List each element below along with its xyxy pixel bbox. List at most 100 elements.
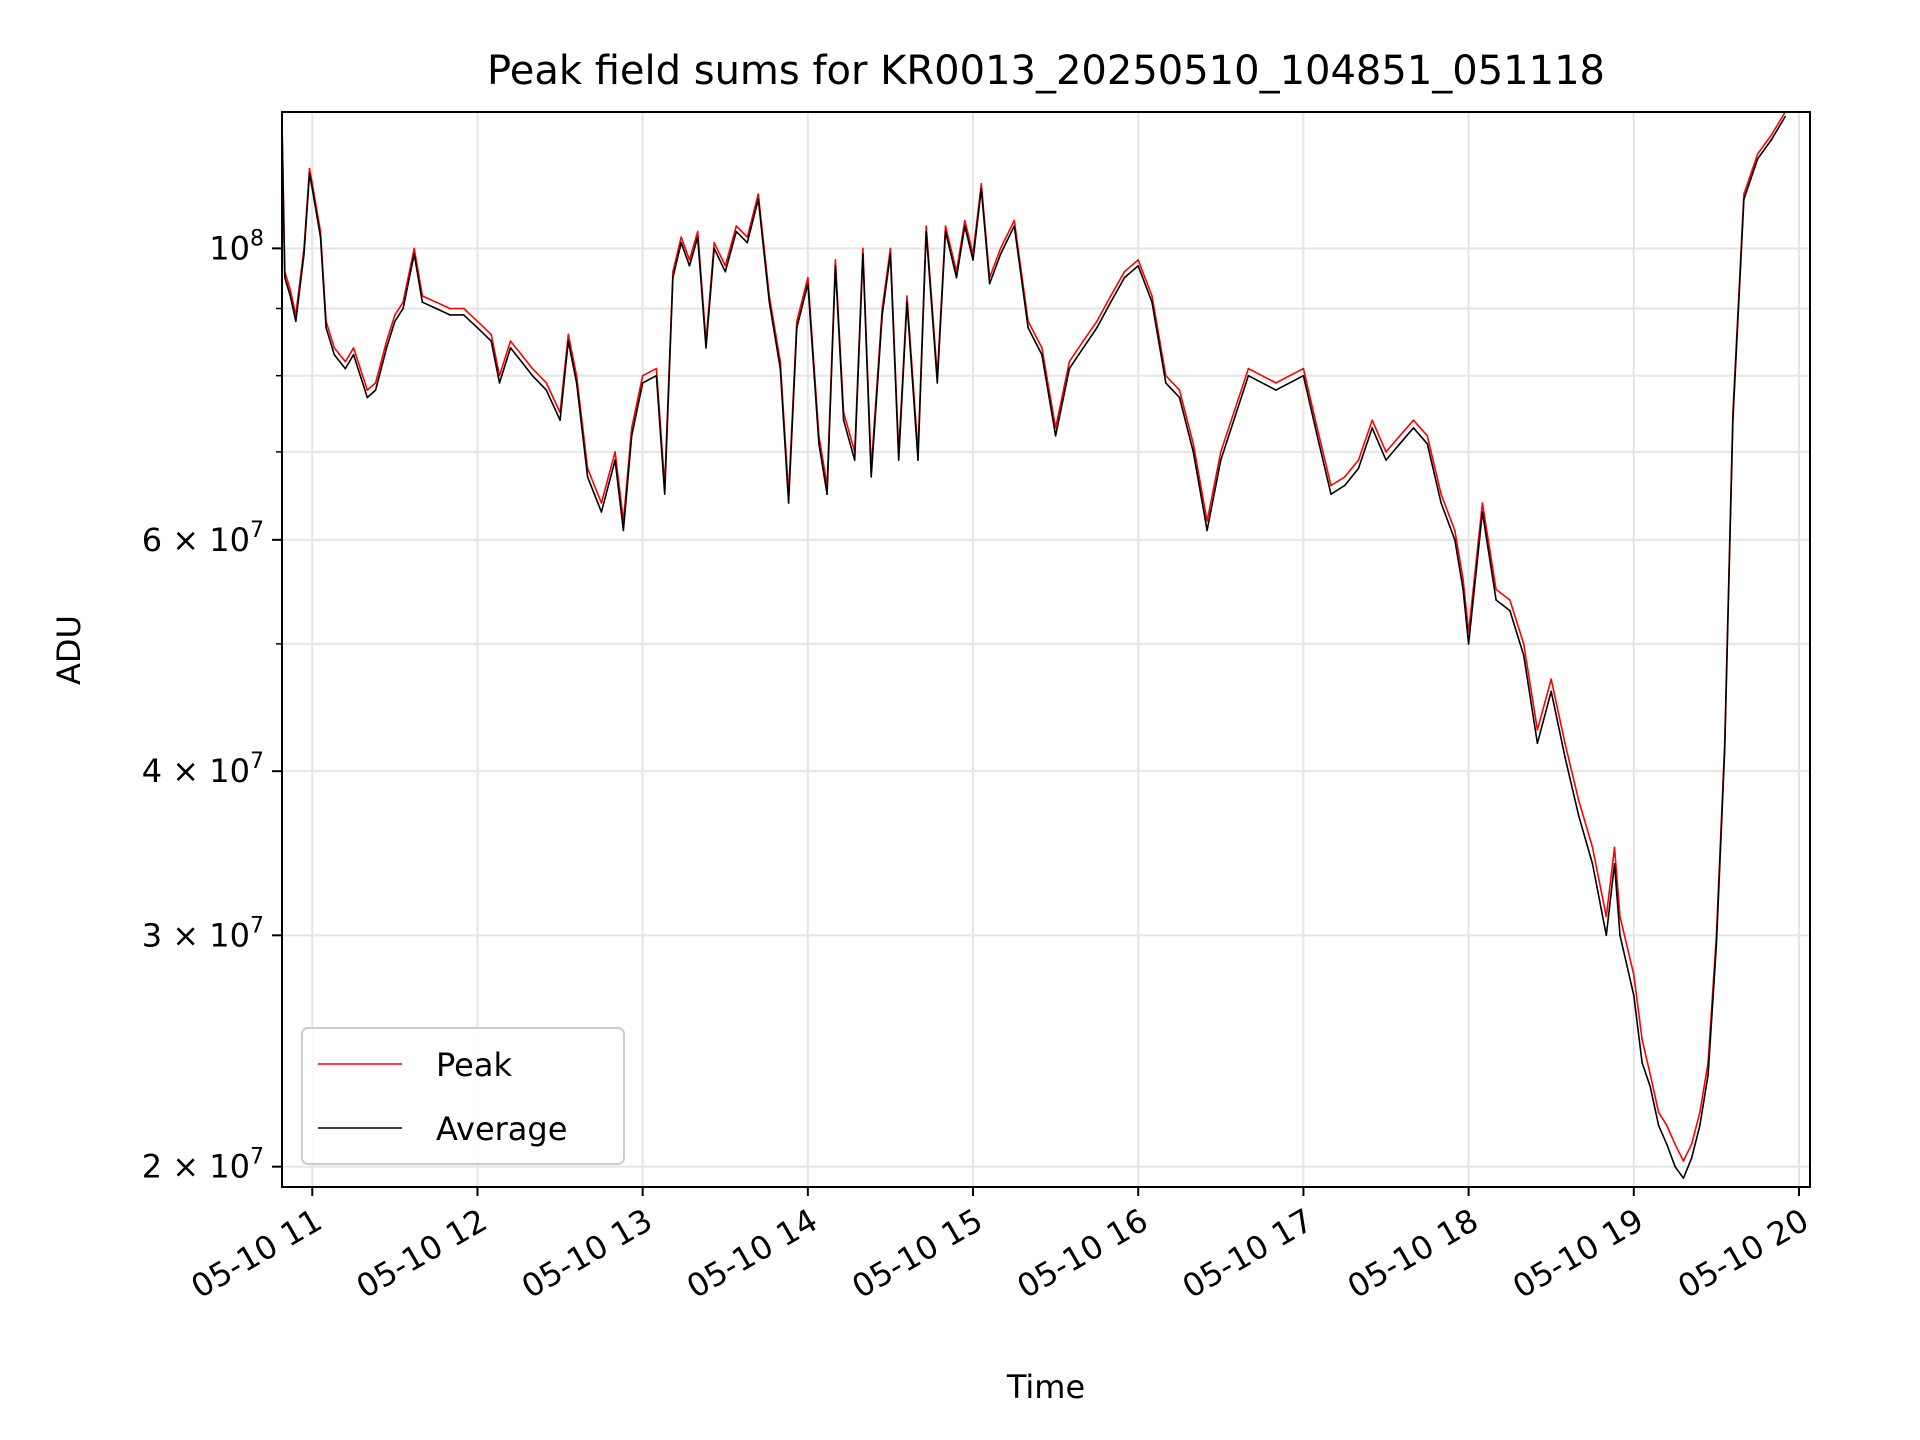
data-point-average [889,253,892,255]
data-point-average [1467,643,1470,645]
data-point-average [897,459,900,461]
data-point-average [1178,396,1181,399]
data-point-average [1784,115,1786,118]
chart-title: Peak field sums for KR0013_20250510_1048… [487,48,1605,94]
data-point-average [1454,539,1456,541]
y-tick-label-exponent: 7 [250,913,264,938]
legend-label-peak: Peak [436,1046,512,1084]
y-tick-label: 2 × 107 [142,1145,264,1186]
data-point-peak [906,295,908,297]
data-point-peak [1674,1143,1676,1146]
data-point-average [1123,276,1126,279]
data-point-average [575,382,578,384]
data-point-average [917,459,919,461]
data-point-average [807,282,809,285]
data-point-peak [1178,389,1181,391]
data-point-average [1041,353,1043,356]
data-point-average [1550,690,1552,693]
data-point-average [1723,749,1726,751]
legend-label-average: Average [436,1110,567,1148]
data-point-peak [1440,493,1442,496]
data-point-average [1649,1086,1652,1088]
data-point-peak [1206,520,1208,522]
data-point-average [1690,1157,1693,1159]
data-point-peak [567,333,570,336]
data-point-peak [1633,973,1635,976]
data-point-peak [1357,459,1360,461]
data-point-peak [964,219,966,222]
data-point-average [567,340,570,342]
data-point-average [1027,327,1029,329]
y-tick-label-base: 4 × 10 [142,752,250,790]
data-point-average [1682,1177,1685,1179]
y-tick-label-base: 2 × 10 [142,1148,250,1186]
legend: Peak Average [301,1027,625,1165]
data-point-average [955,276,958,279]
data-point-average [1481,511,1484,513]
data-point-average [768,301,771,304]
data-point-peak [476,320,479,323]
data-point-peak [1343,476,1346,478]
data-point-average [325,327,327,329]
data-point-average [1330,493,1332,496]
data-point-peak [374,382,377,384]
data-point-peak [1192,443,1195,445]
data-point-peak [352,347,355,349]
data-point-peak [520,353,523,356]
data-point-peak [462,307,465,310]
data-point-average [724,270,727,273]
data-point-average [964,225,966,227]
data-point-peak [630,427,633,429]
data-point-peak [614,451,616,453]
y-tick-label: 108 [209,226,264,267]
data-point-peak [545,382,548,384]
data-point-average [1613,863,1616,865]
data-point-average [870,476,872,478]
data-point-average [688,265,691,267]
data-point-average [1707,1073,1709,1076]
data-point-average [826,493,828,496]
data-point-average [680,241,682,244]
data-point-peak [1682,1160,1685,1162]
data-point-average [1247,374,1250,377]
y-tick-label-exponent: 7 [250,749,264,774]
data-point-average [559,419,561,422]
data-point-peak [655,367,658,370]
data-point-average [295,320,297,323]
data-point-peak [449,307,451,310]
data-point-peak [531,367,534,370]
data-point-average [1096,327,1098,329]
data-point-peak [1495,588,1497,591]
data-point-average [1371,427,1373,429]
data-point-average [1220,459,1222,461]
data-point-average [352,353,355,356]
data-point-average [413,253,416,255]
data-point-peak [1550,678,1552,680]
data-point-average [402,307,404,310]
data-point-peak [1123,270,1126,273]
data-point-peak [1666,1124,1668,1127]
data-point-average [787,502,790,504]
data-point-peak [1385,451,1387,453]
data-point-peak [366,389,369,391]
data-point-average [498,382,501,384]
data-point-average [1082,347,1084,349]
data-point-average [333,353,336,356]
data-point-peak [1137,259,1139,261]
data-point-peak [333,347,336,349]
data-point-peak [1096,320,1098,323]
data-point-peak [641,374,644,377]
data-point-peak [834,259,837,261]
data-point-average [796,327,798,329]
data-point-average [881,314,883,316]
data-point-average [1509,609,1511,612]
data-point-peak [1657,1111,1660,1114]
y-tick-label-exponent: 7 [250,1145,264,1170]
y-tick-label: 6 × 107 [142,518,264,559]
data-point-average [696,236,699,238]
data-point-average [705,347,707,349]
data-point-peak [1481,502,1484,504]
data-point-average [449,314,451,316]
x-axis-label: Time [1006,1368,1085,1406]
